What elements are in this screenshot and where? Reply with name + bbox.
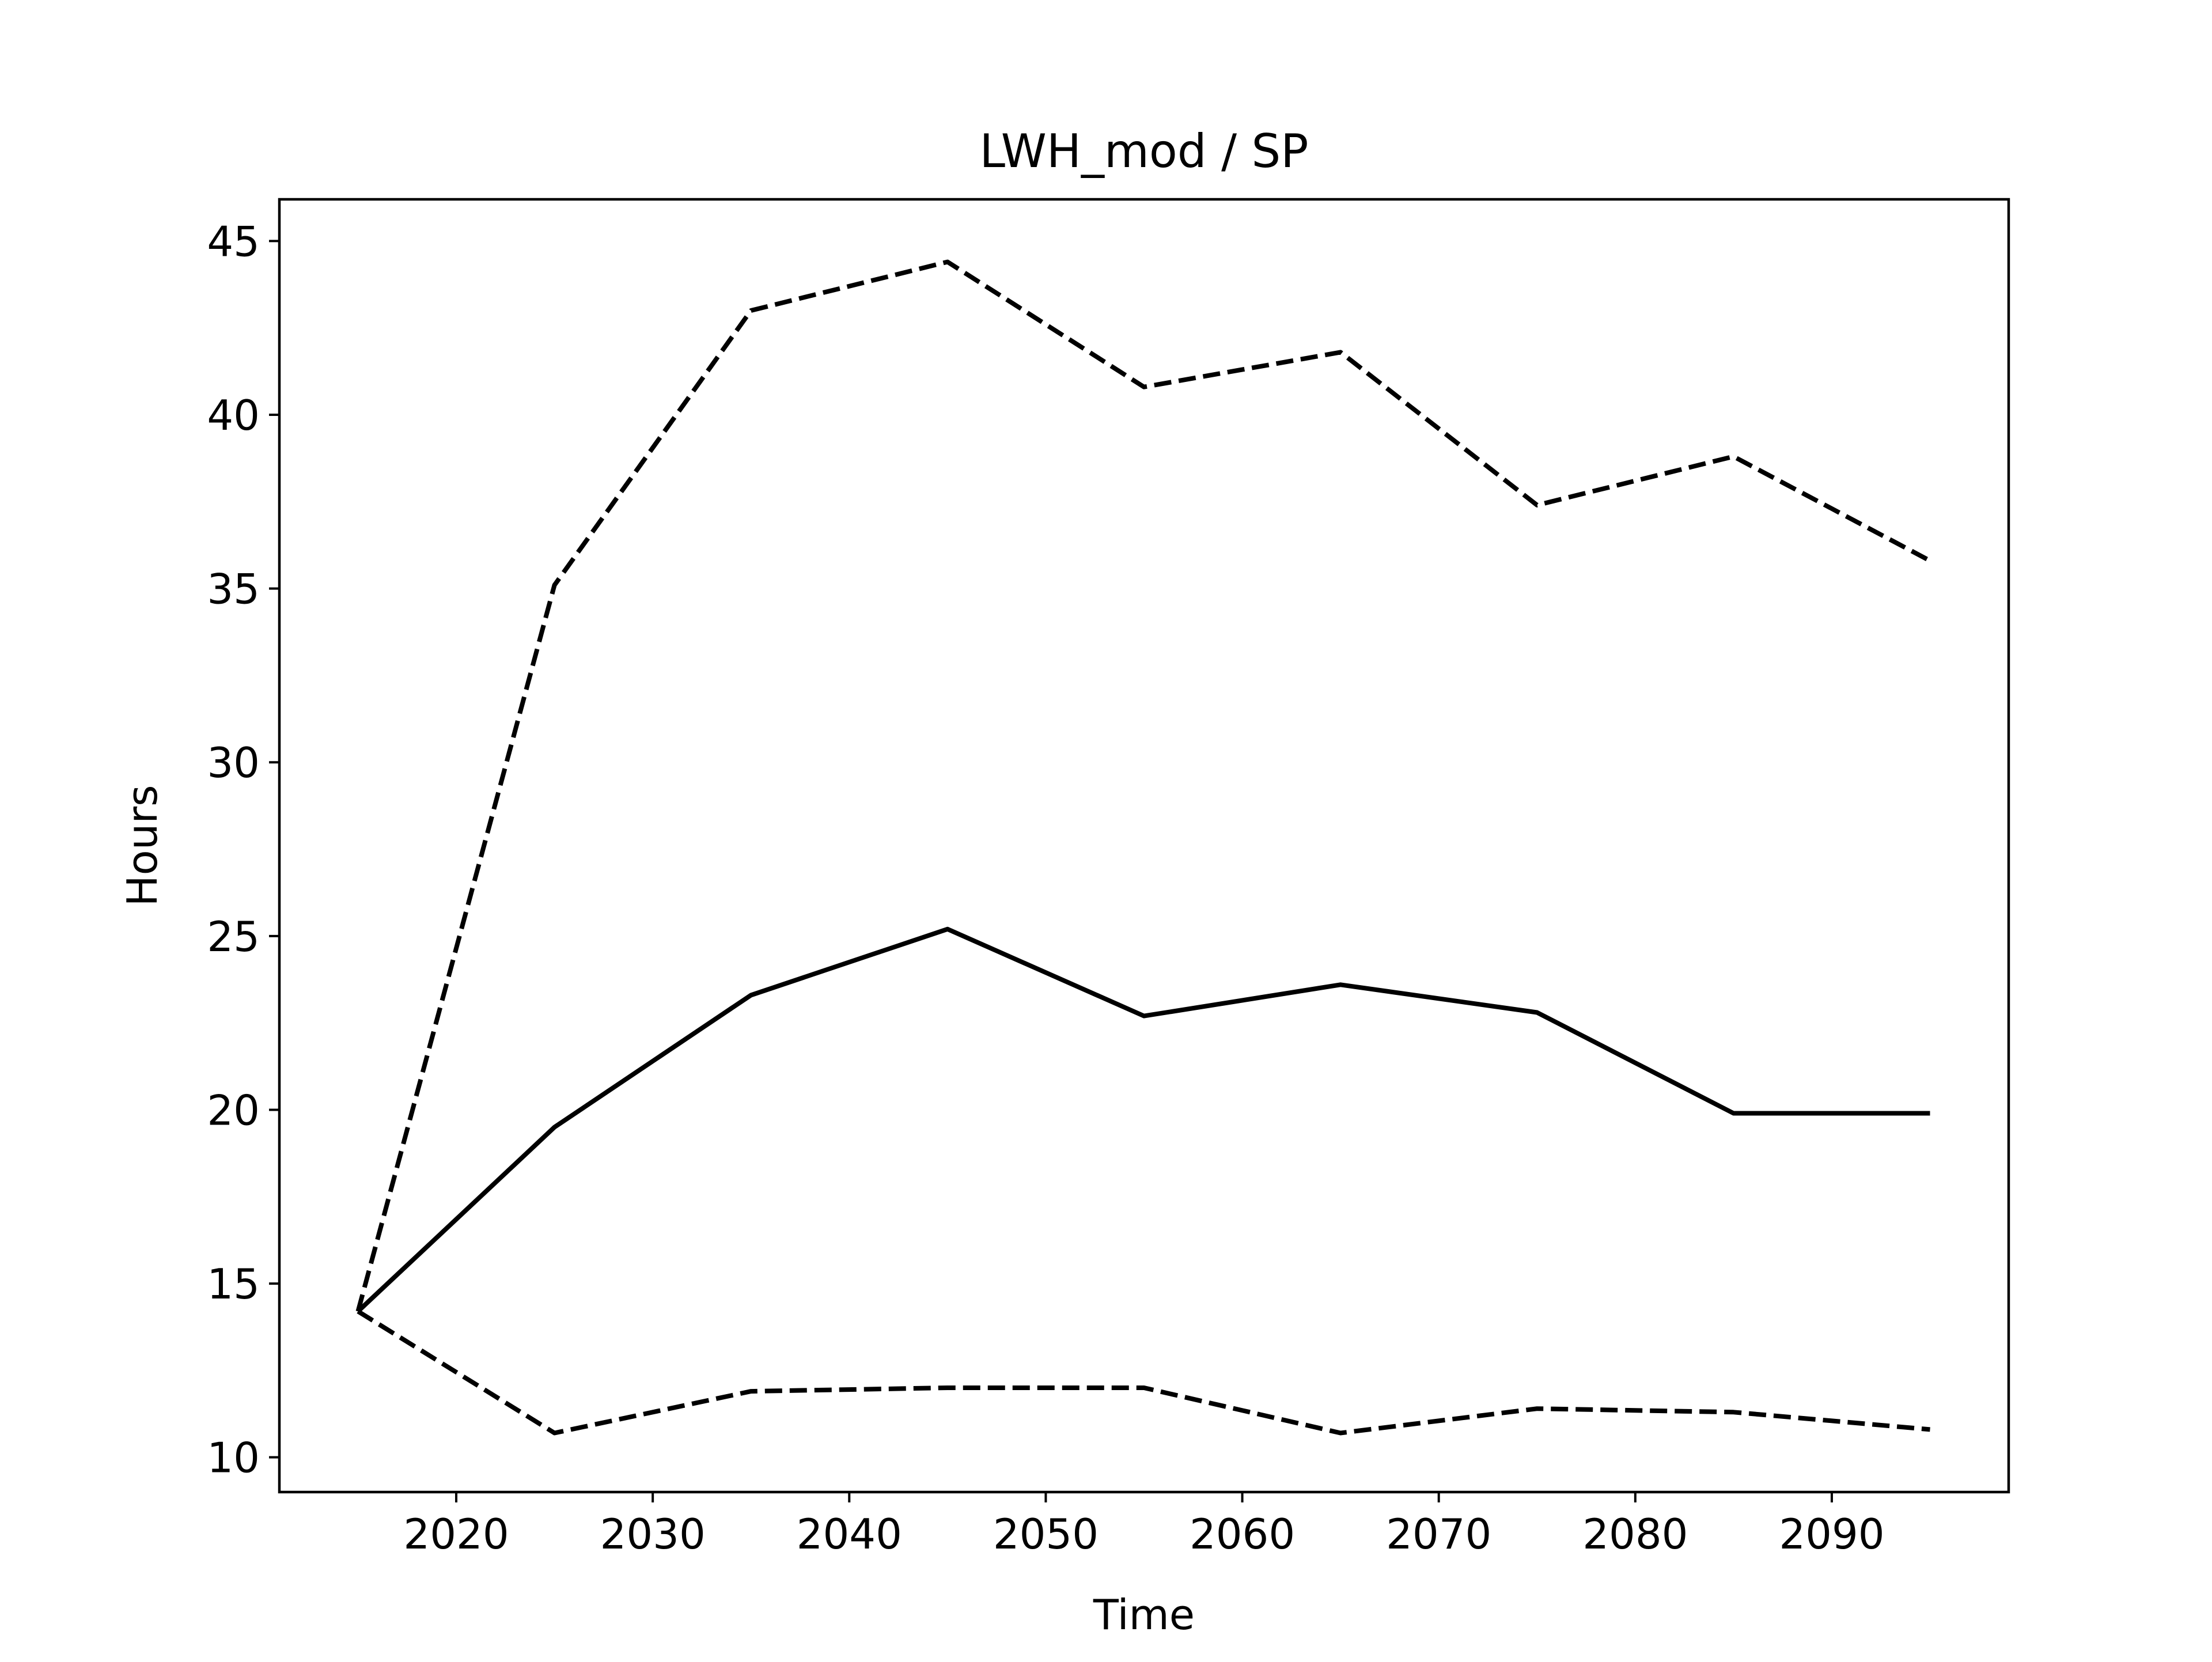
- x-tick-label: 2080: [1582, 1510, 1688, 1558]
- x-axis-label: Time: [1093, 1591, 1195, 1639]
- x-tick-label: 2020: [403, 1510, 509, 1558]
- series-line-2: [355, 259, 1931, 1312]
- x-tick-label: 2050: [993, 1510, 1099, 1558]
- y-axis-label: Hours: [118, 785, 166, 907]
- series-layer: [355, 259, 1931, 1436]
- y-tick-label: 25: [207, 913, 260, 961]
- x-tick-label: 2070: [1386, 1510, 1491, 1558]
- y-tick-label: 35: [207, 565, 260, 614]
- plot-area-frame: [278, 198, 2010, 1494]
- series-line-3: [357, 1309, 1930, 1436]
- x-tick-label: 2040: [797, 1510, 902, 1558]
- x-axis-ticks: 2020 2030 2040 2050 2060 2070 2080 2090: [403, 1492, 1885, 1558]
- y-tick-label: 10: [207, 1434, 260, 1482]
- y-tick-label: 20: [207, 1086, 260, 1134]
- y-tick-label: 45: [207, 217, 260, 266]
- x-tick-label: 2090: [1779, 1510, 1884, 1558]
- series-line-1: [356, 926, 1930, 1313]
- x-tick-label: 2060: [1190, 1510, 1295, 1558]
- y-tick-label: 15: [207, 1260, 260, 1308]
- chart-title: LWH_mod / SP: [980, 124, 1309, 178]
- y-axis-ticks: 10 15 20 25 30 35 40 45: [207, 217, 279, 1482]
- y-tick-label: 30: [207, 739, 260, 787]
- x-tick-label: 2030: [600, 1510, 706, 1558]
- y-tick-label: 40: [207, 391, 260, 440]
